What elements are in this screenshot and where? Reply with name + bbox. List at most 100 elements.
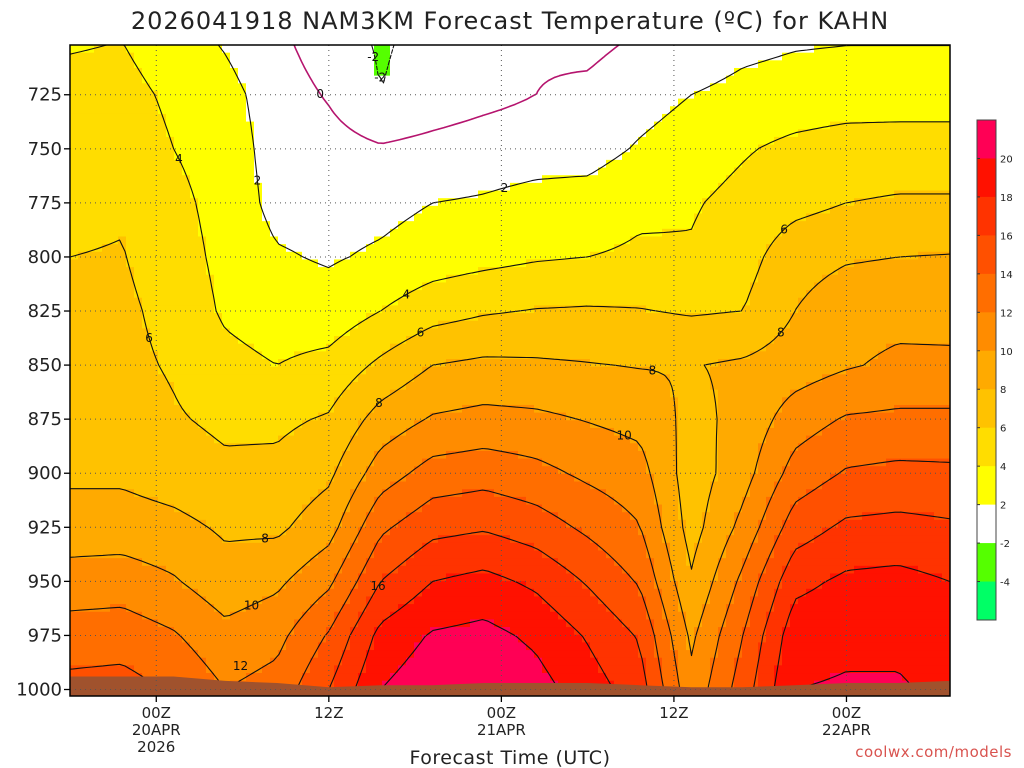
field-cell	[518, 343, 527, 352]
field-cell	[518, 251, 527, 261]
field-cell	[334, 221, 343, 230]
field-cell	[310, 481, 319, 490]
field-cell	[102, 435, 111, 444]
field-cell	[334, 496, 343, 506]
field-cell	[454, 366, 463, 375]
field-cell	[494, 90, 503, 100]
field-cell	[278, 328, 287, 337]
field-cell	[286, 443, 295, 452]
field-cell	[414, 565, 423, 575]
field-cell	[70, 550, 79, 559]
field-cell	[150, 52, 159, 61]
field-cell	[462, 596, 471, 605]
field-cell	[350, 550, 359, 559]
field-cell	[454, 435, 463, 444]
field-cell	[222, 290, 231, 299]
field-cell	[390, 527, 399, 536]
field-cell	[86, 527, 95, 536]
field-cell	[134, 473, 143, 483]
field-cell	[158, 305, 167, 314]
field-cell	[246, 673, 255, 682]
field-cell	[278, 473, 287, 483]
field-cell	[350, 282, 359, 291]
field-cell	[462, 604, 471, 613]
field-cell	[494, 542, 503, 552]
field-cell	[438, 496, 447, 506]
field-cell	[518, 60, 527, 69]
field-cell	[342, 159, 351, 169]
field-cell	[334, 458, 343, 467]
field-cell	[310, 627, 319, 636]
field-cell	[102, 404, 111, 414]
field-cell	[214, 665, 223, 674]
field-cell	[278, 596, 287, 605]
field-cell	[262, 198, 271, 207]
field-cell	[310, 573, 319, 582]
field-cell	[502, 466, 511, 475]
field-cell	[414, 282, 423, 291]
field-cell	[310, 427, 319, 437]
field-cell	[190, 535, 199, 544]
field-cell	[342, 489, 351, 498]
field-cell	[182, 673, 191, 682]
field-cell	[110, 343, 119, 352]
field-cell	[358, 313, 367, 322]
field-cell	[214, 573, 223, 582]
field-cell	[150, 665, 159, 674]
field-cell	[230, 512, 239, 521]
field-cell	[142, 611, 151, 621]
field-cell	[486, 427, 495, 437]
field-cell	[142, 106, 151, 115]
field-cell	[318, 366, 327, 375]
field-cell	[318, 60, 327, 69]
field-cell	[318, 565, 327, 575]
field-cell	[262, 558, 271, 567]
field-cell	[134, 581, 143, 590]
field-cell	[238, 596, 247, 605]
field-cell	[214, 251, 223, 261]
field-cell	[206, 52, 215, 61]
field-cell	[406, 627, 415, 636]
field-cell	[230, 343, 239, 352]
field-cell	[182, 159, 191, 169]
field-cell	[534, 351, 543, 360]
field-cell	[110, 198, 119, 207]
field-cell	[414, 175, 423, 184]
field-cell	[230, 113, 239, 123]
field-cell	[190, 527, 199, 536]
field-cell	[446, 75, 455, 84]
field-cell	[286, 113, 295, 123]
field-cell	[78, 274, 87, 284]
field-cell	[342, 665, 351, 674]
field-cell	[478, 381, 487, 391]
field-cell	[70, 450, 79, 460]
field-cell	[70, 512, 79, 521]
field-cell	[118, 98, 127, 107]
field-cell	[390, 167, 399, 176]
field-cell	[254, 596, 263, 605]
field-cell	[246, 588, 255, 598]
field-cell	[174, 427, 183, 437]
field-cell	[142, 343, 151, 352]
field-cell	[262, 611, 271, 621]
field-cell	[94, 535, 103, 544]
field-cell	[158, 175, 167, 184]
field-cell	[134, 496, 143, 506]
field-cell	[502, 496, 511, 506]
field-cell	[310, 420, 319, 429]
field-cell	[326, 634, 335, 643]
field-cell	[478, 274, 487, 284]
field-cell	[118, 565, 127, 575]
field-cell	[214, 450, 223, 460]
field-cell	[454, 504, 463, 513]
field-cell	[214, 496, 223, 506]
field-cell	[518, 45, 527, 54]
field-cell	[214, 481, 223, 490]
field-cell	[366, 83, 375, 92]
field-cell	[142, 351, 151, 360]
field-cell	[222, 404, 231, 414]
field-cell	[350, 336, 359, 345]
field-cell	[350, 190, 359, 199]
field-cell	[414, 274, 423, 284]
field-cell	[366, 404, 375, 414]
